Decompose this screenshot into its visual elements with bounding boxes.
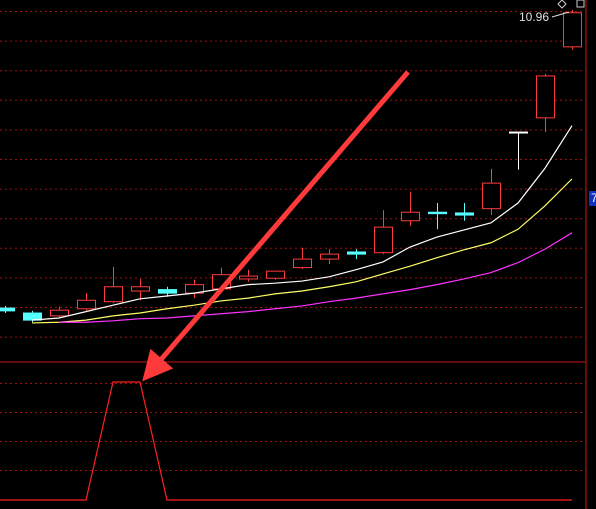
moving-average bbox=[59, 232, 573, 323]
candle-body bbox=[77, 299, 96, 310]
candle-body bbox=[0, 307, 15, 312]
plot bbox=[0, 9, 582, 501]
candle-body bbox=[428, 211, 447, 215]
candle-body bbox=[131, 286, 150, 292]
candle-body bbox=[482, 182, 501, 210]
candle-body bbox=[536, 75, 555, 119]
candle-body bbox=[563, 12, 582, 48]
annotation-arrow bbox=[142, 70, 410, 382]
high-label: 10.96 bbox=[519, 10, 549, 24]
candle-body bbox=[158, 289, 177, 294]
candle-body bbox=[374, 226, 393, 254]
candle-body bbox=[455, 212, 474, 216]
candle-body bbox=[320, 253, 339, 260]
candle-body bbox=[266, 270, 285, 279]
moving-average bbox=[31, 178, 573, 324]
candle-body bbox=[50, 309, 69, 317]
moving-average bbox=[31, 125, 573, 321]
candle-body bbox=[293, 258, 312, 269]
icon[interactable] bbox=[576, 0, 585, 8]
candle-body bbox=[509, 131, 528, 134]
grid bbox=[0, 11, 586, 471]
candle-body bbox=[104, 286, 123, 303]
icon[interactable] bbox=[557, 0, 567, 9]
indicator-line bbox=[0, 381, 572, 501]
high-pointer bbox=[551, 11, 570, 18]
candle-body bbox=[401, 211, 420, 222]
price-tag-label: 7 bbox=[591, 191, 596, 205]
price-tag bbox=[589, 191, 596, 206]
candle-body bbox=[239, 275, 258, 280]
candle-body bbox=[347, 251, 366, 255]
